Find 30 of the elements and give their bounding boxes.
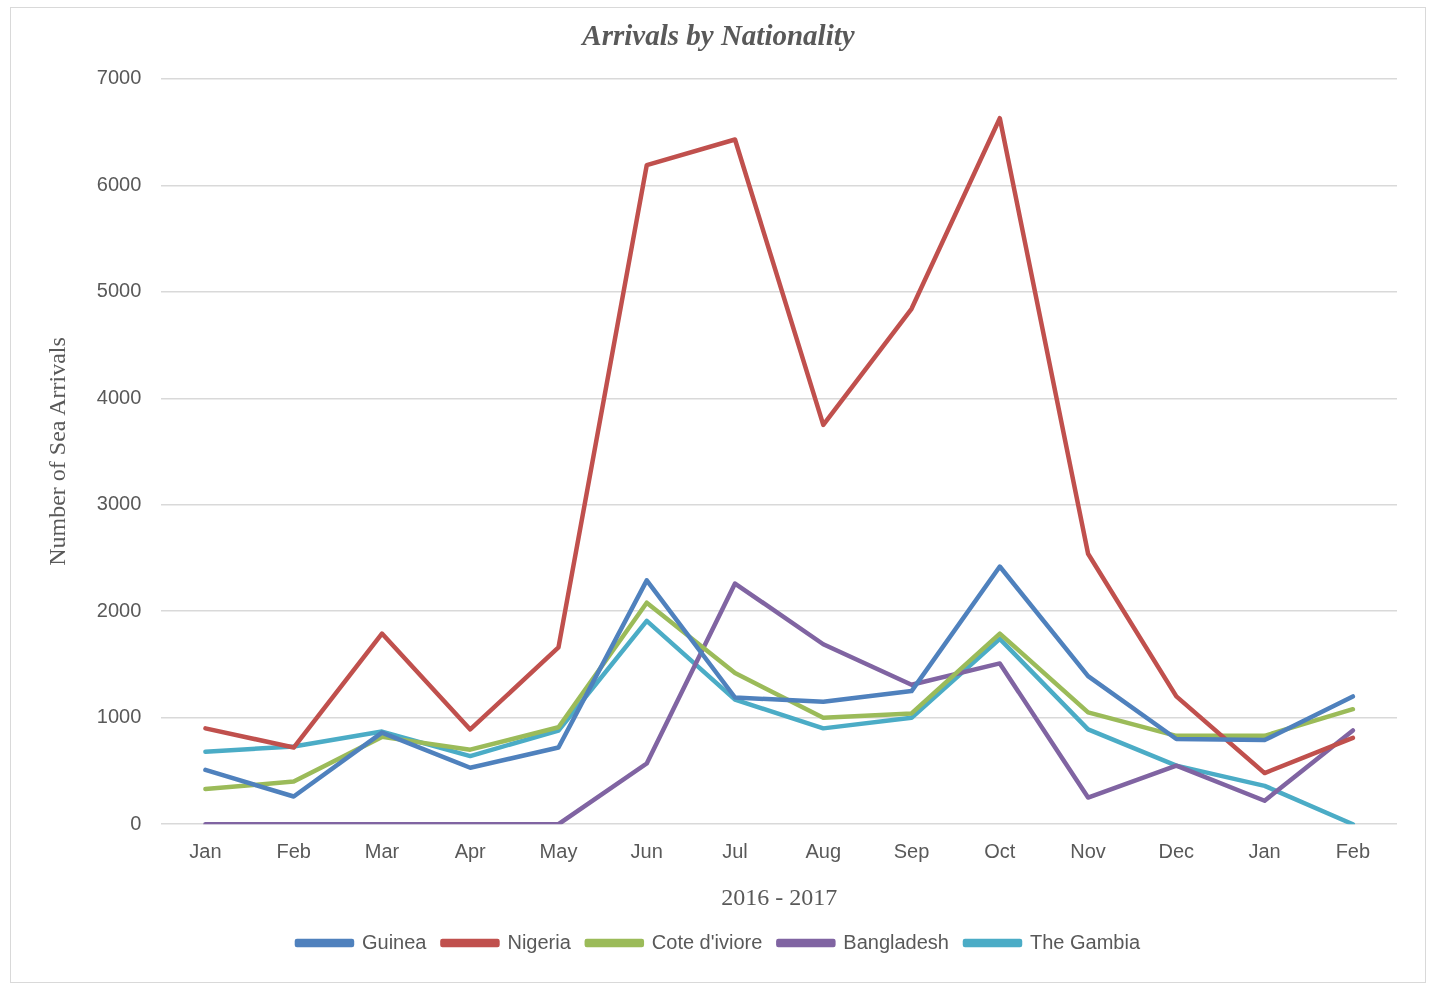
x-tick-label: Jan: [189, 839, 222, 862]
chart-title: Arrivals by Nationality: [580, 18, 855, 51]
x-tick-label: Oct: [984, 839, 1016, 862]
x-tick-label: May: [539, 839, 578, 862]
x-tick-label: Jul: [722, 839, 748, 862]
y-tick-label: 6000: [96, 172, 142, 195]
x-tick-label: Feb: [276, 839, 311, 862]
legend-label: Bangladesh: [843, 930, 949, 953]
y-axis-title: Number of Sea Arrivals: [43, 337, 70, 566]
x-tick-label: Aug: [805, 839, 842, 862]
x-tick-label: Jan: [1248, 839, 1281, 862]
y-tick-label: 3000: [96, 492, 142, 515]
y-tick-label: 5000: [96, 279, 142, 302]
x-tick-label: Dec: [1158, 839, 1195, 862]
y-tick-label: 4000: [96, 385, 142, 408]
x-tick-label: Jun: [630, 839, 663, 862]
x-tick-label: Mar: [364, 839, 400, 862]
x-tick-label: Sep: [893, 839, 930, 862]
legend-label: Nigeria: [507, 930, 572, 953]
legend-label: Guinea: [361, 930, 428, 953]
x-tick-label: Nov: [1070, 839, 1106, 862]
legend-label: Cote d'iviore: [651, 930, 763, 953]
y-tick-label: 1000: [96, 705, 142, 728]
y-tick-label: 7000: [96, 66, 142, 89]
y-tick-label: 2000: [96, 598, 142, 621]
x-tick-label: Apr: [454, 839, 487, 862]
y-tick-label: 0: [130, 811, 142, 834]
x-tick-label: Feb: [1335, 839, 1371, 862]
x-axis-title: 2016 - 2017: [721, 883, 838, 910]
legend-label: The Gambia: [1029, 930, 1141, 953]
